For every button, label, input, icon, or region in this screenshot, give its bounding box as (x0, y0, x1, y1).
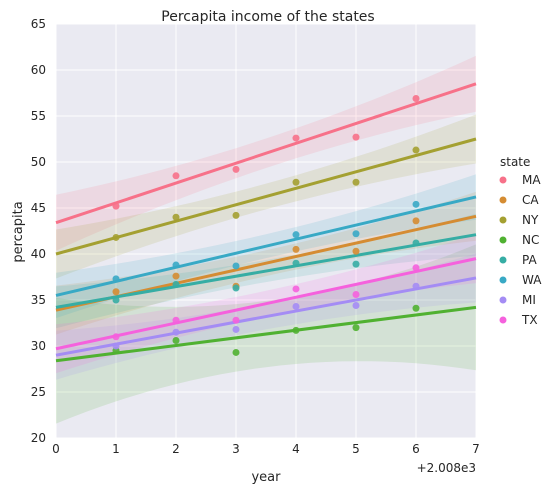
legend-label-ny: NY (522, 213, 539, 227)
data-point-mi (292, 302, 300, 310)
data-point-pa (292, 259, 300, 267)
data-point-ny (112, 233, 120, 241)
legend: state MA CA NY NC PA WA MI TX (499, 155, 542, 327)
data-point-ny (412, 146, 420, 154)
data-point-wa (292, 231, 300, 239)
data-point-pa (412, 239, 420, 247)
legend-label-wa: WA (522, 273, 542, 287)
data-point-wa (352, 230, 360, 238)
data-point-pa (112, 296, 120, 304)
data-point-ny (232, 211, 240, 219)
data-point-ca (112, 288, 120, 296)
data-point-nc (172, 336, 180, 344)
x-tick-labels: 0 1 2 3 4 5 6 7 (52, 442, 480, 456)
legend-title: state (500, 155, 530, 169)
data-point-pa (232, 284, 240, 292)
data-point-ma (412, 95, 420, 103)
data-point-wa (232, 262, 240, 270)
y-tick-label: 40 (31, 247, 46, 261)
y-tick-label: 45 (31, 201, 46, 215)
data-point-nc (292, 326, 300, 334)
legend-label-pa: PA (522, 253, 537, 267)
y-tick-label: 20 (31, 431, 46, 445)
x-tick-label: 3 (232, 442, 240, 456)
x-tick-label: 4 (292, 442, 300, 456)
legend-marker-ca (499, 196, 507, 204)
x-tick-label: 0 (52, 442, 60, 456)
y-tick-label: 35 (31, 293, 46, 307)
data-point-mi (412, 282, 420, 290)
legend-marker-nc (499, 236, 507, 244)
y-axis-label: percapita (11, 201, 26, 262)
data-point-ny (172, 213, 180, 221)
data-point-tx (292, 285, 300, 293)
legend-label-tx: TX (521, 313, 538, 327)
data-point-ma (172, 172, 180, 180)
legend-marker-wa (499, 276, 507, 284)
data-point-ma (232, 165, 240, 173)
data-point-ca (172, 272, 180, 280)
data-point-ca (352, 247, 360, 255)
data-point-ny (352, 178, 360, 186)
legend-label-mi: MI (522, 293, 536, 307)
y-tick-label: 60 (31, 63, 46, 77)
data-point-nc (352, 324, 360, 332)
legend-marker-mi (499, 296, 507, 304)
data-point-tx (232, 316, 240, 324)
regression-line-wa (55, 195, 477, 297)
y-tick-label: 65 (31, 17, 46, 31)
data-point-ca (412, 217, 420, 225)
y-tick-label: 25 (31, 385, 46, 399)
x-tick-label: 2 (172, 442, 180, 456)
legend-marker-ma (499, 176, 507, 184)
data-point-pa (352, 260, 360, 268)
regression-line-mi (55, 276, 477, 357)
data-point-mi (352, 302, 360, 310)
legend-label-nc: NC (522, 233, 539, 247)
data-point-tx (352, 290, 360, 298)
data-points (112, 95, 420, 356)
regression-line-ma (55, 82, 477, 225)
data-point-wa (112, 275, 120, 283)
x-tick-label: 7 (472, 442, 480, 456)
data-point-pa (172, 280, 180, 288)
legend-label-ma: MA (522, 173, 541, 187)
data-point-tx (412, 264, 420, 272)
data-point-wa (172, 261, 180, 269)
regression-lines (55, 82, 477, 363)
regression-line-nc (55, 305, 477, 363)
data-point-nc (412, 304, 420, 312)
data-point-ca (292, 245, 300, 253)
data-point-ma (112, 202, 120, 210)
data-point-ma (352, 133, 360, 141)
data-point-wa (412, 200, 420, 208)
data-point-tx (112, 333, 120, 341)
x-offset-label: +2.008e3 (417, 461, 476, 475)
x-tick-label: 6 (412, 442, 420, 456)
y-tick-label: 50 (31, 155, 46, 169)
legend-marker-tx (499, 316, 507, 324)
grid (55, 23, 477, 439)
x-axis-label: year (251, 470, 281, 485)
data-point-ma (292, 134, 300, 142)
chart-title: Percapita income of the states (161, 9, 374, 25)
data-point-mi (112, 342, 120, 350)
regression-line-pa (55, 233, 477, 309)
data-point-ny (292, 178, 300, 186)
data-point-nc (232, 348, 240, 356)
data-point-tx (172, 316, 180, 324)
legend-marker-ny (499, 216, 507, 224)
legend-marker-pa (499, 256, 507, 264)
y-tick-labels: 20 25 30 35 40 45 50 55 60 65 (31, 17, 46, 445)
y-tick-label: 30 (31, 339, 46, 353)
legend-label-ca: CA (522, 193, 539, 207)
y-tick-label: 55 (31, 109, 46, 123)
regression-line-tx (55, 257, 477, 351)
regression-line-ny (55, 137, 477, 256)
x-tick-label: 1 (112, 442, 120, 456)
data-point-mi (232, 325, 240, 333)
data-point-mi (172, 328, 180, 336)
x-tick-label: 5 (352, 442, 360, 456)
